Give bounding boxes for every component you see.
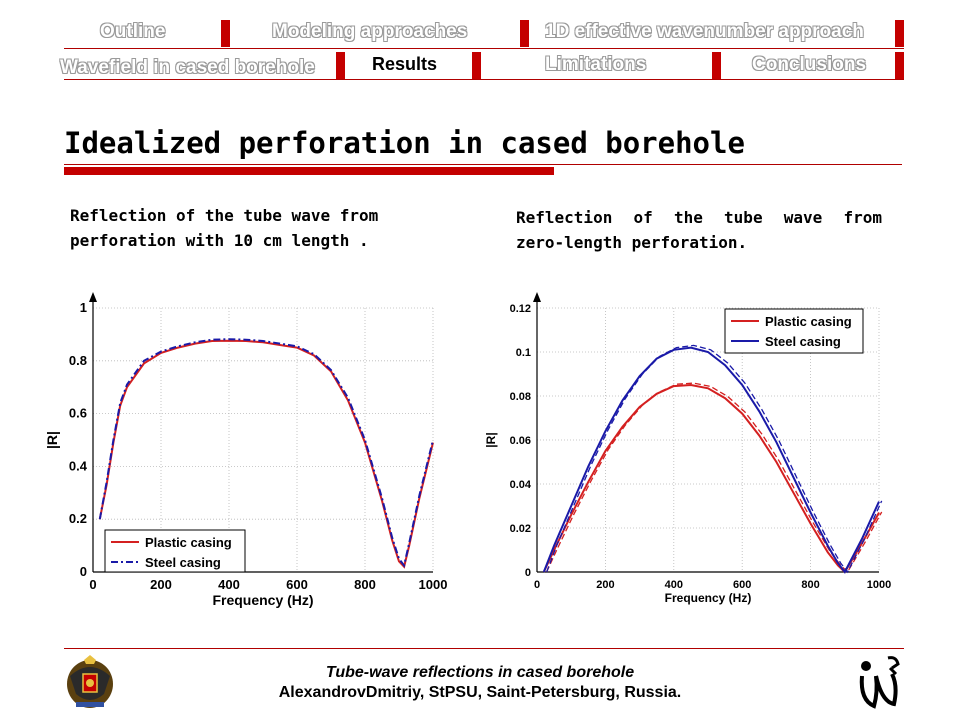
x-tick-label: 400 [665, 579, 683, 591]
legend-box [724, 308, 864, 354]
nav-outline[interactable]: Outline [100, 21, 166, 42]
x-axis-label: Frequency (Hz) [212, 592, 313, 608]
x-tick-label: 400 [218, 577, 240, 592]
x-tick-label: 800 [354, 577, 376, 592]
university-logo [859, 656, 900, 709]
chart-right: 0 200 400 600 800 1000 0 0.02 0.04 0.06 0.08 0.1 0.1… [484, 292, 891, 605]
nav-rule-top [64, 48, 904, 49]
title-underline-bar [64, 167, 554, 175]
x-tick-label: 600 [733, 579, 751, 591]
y-axis-arrow [89, 292, 97, 302]
footer-author: AlexandrovDmitriy, StPSU, Saint-Petersbu… [278, 684, 682, 701]
y-tick-label: 0.08 [510, 391, 531, 403]
legend-label: Plastic casing [145, 535, 232, 550]
x-axis-label: Frequency (Hz) [665, 591, 752, 605]
nav-divider [712, 52, 721, 79]
legend-label: Steel casing [765, 334, 841, 349]
y-tick-label: 0 [525, 567, 531, 579]
y-tick-label: 1 [80, 300, 87, 315]
series-line-0 [542, 383, 880, 574]
nav-divider [472, 52, 481, 79]
x-tick-label: 0 [89, 577, 96, 592]
y-tick-label: 0.4 [69, 458, 88, 473]
nav-divider [895, 52, 904, 79]
caption-right: Reflection of the tube wave from zero-le… [516, 208, 882, 252]
footer-title: Tube-wave reflections in cased borehole [325, 664, 635, 681]
nav-divider [520, 20, 529, 47]
title-rule [64, 164, 902, 165]
chart-left: 0 200 400 600 800 1000 0 0.2 0.4 0.6 0.8 1 Frequency… [44, 292, 448, 608]
coat-of-arms-logo [67, 655, 113, 708]
y-tick-label: 0.1 [516, 347, 531, 359]
nav-rule-bottom [64, 79, 904, 80]
y-tick-label: 0 [80, 564, 87, 579]
nav-limitations[interactable]: Limitations [545, 54, 647, 75]
series-line-1 [542, 346, 880, 574]
x-tick-label: 1000 [419, 577, 448, 592]
nav-wavefield[interactable]: Wavefield in cased borehole [60, 57, 315, 78]
x-tick-label: 200 [596, 579, 614, 591]
nav-results[interactable]: Results [372, 54, 438, 74]
x-tick-label: 600 [286, 577, 308, 592]
y-tick-label: 0.02 [510, 523, 531, 535]
legend-box [104, 529, 246, 573]
y-tick-label: 0.6 [69, 406, 87, 421]
series-line-dashed-0 [546, 382, 883, 574]
nav-divider [336, 52, 345, 79]
caption-left: Reflection of the tube wave from perfora… [70, 206, 379, 250]
x-tick-label: 200 [150, 577, 172, 592]
nav-effective-wavenumber[interactable]: 1D effective wavenumber approach [545, 21, 864, 42]
legend-label: Plastic casing [765, 314, 852, 329]
y-axis-label: |R| [484, 432, 498, 447]
nav-divider [221, 20, 230, 47]
x-tick-label: 0 [534, 579, 540, 591]
page-title: Idealized perforation in cased borehole [64, 126, 745, 160]
y-tick-label: 0.12 [510, 303, 531, 315]
y-tick-label: 0.04 [510, 479, 532, 491]
chart-left-panel: 0 200 400 600 800 1000 0 0.2 0.4 0.6 0.8 1 Frequency… [35, 282, 473, 610]
y-axis-arrow [533, 292, 541, 302]
y-tick-label: 0.2 [69, 511, 87, 526]
series-line-dashed-1 [545, 344, 883, 574]
legend-label: Steel casing [145, 555, 221, 570]
nav-divider [895, 20, 904, 47]
footer-rule [64, 648, 904, 649]
nav-conclusions[interactable]: Conclusions [752, 54, 867, 75]
y-axis-label: |R| [44, 431, 60, 449]
x-tick-label: 800 [801, 579, 819, 591]
x-tick-label: 1000 [867, 579, 891, 591]
chart-right-panel: 0 200 400 600 800 1000 0 0.02 0.04 0.06 0.08 0.1 0.1… [479, 282, 917, 610]
y-tick-label: 0.06 [510, 435, 531, 447]
nav-modeling-approaches[interactable]: Modeling approaches [272, 21, 468, 42]
y-tick-label: 0.8 [69, 353, 87, 368]
